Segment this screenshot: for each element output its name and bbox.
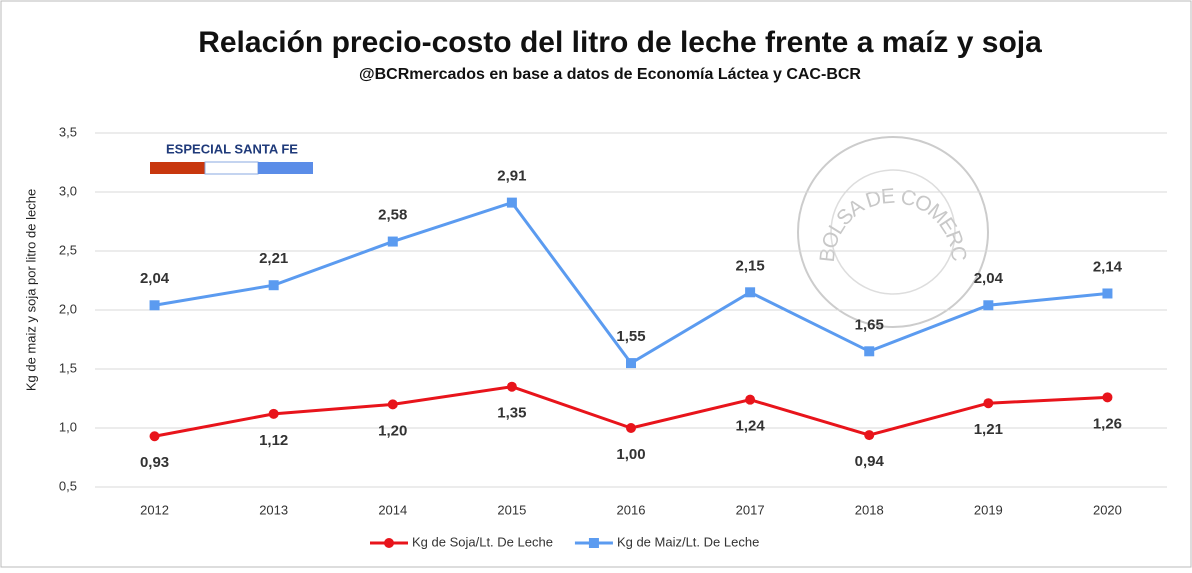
value-label: 1,21 xyxy=(974,421,1003,438)
marker xyxy=(745,287,756,298)
watermark-ring xyxy=(797,136,989,328)
x-tick-label: 2018 xyxy=(855,502,884,517)
value-label: 1,35 xyxy=(497,405,526,422)
marker xyxy=(387,236,398,247)
marker xyxy=(983,398,994,409)
value-label: 1,65 xyxy=(855,316,884,333)
legend-marker xyxy=(384,538,394,548)
legend-label: Kg de Soja/Lt. De Leche xyxy=(412,534,553,549)
marker xyxy=(506,381,517,392)
value-label: 1,00 xyxy=(616,446,645,463)
y-tick-label: 1,5 xyxy=(59,360,77,375)
value-label: 0,93 xyxy=(140,454,169,471)
value-label: 2,15 xyxy=(736,257,765,274)
value-label: 1,12 xyxy=(259,432,288,449)
badge-stripe xyxy=(204,161,259,175)
chart-subtitle: @BCRmercados en base a datos de Economía… xyxy=(359,66,861,83)
marker xyxy=(149,300,160,311)
x-tick-label: 2017 xyxy=(736,502,765,517)
chart-title: Relación precio-costo del litro de leche… xyxy=(198,26,1042,59)
marker xyxy=(626,423,636,433)
y-axis-label: Kg de maiz y soja por litro de leche xyxy=(23,189,38,391)
y-tick-label: 3,5 xyxy=(59,124,77,139)
marker xyxy=(149,431,160,442)
value-label: 2,04 xyxy=(140,270,170,287)
plot: 0,5 1,0 1,5 2,0 2,5 3,0 3,5 2012 2013 2014 2015 201… xyxy=(59,124,1167,549)
marker xyxy=(268,280,279,291)
value-label: 1,24 xyxy=(736,418,766,435)
y-tick-label: 3,0 xyxy=(59,183,77,198)
x-tick-label: 2019 xyxy=(974,502,1003,517)
marker xyxy=(387,399,398,410)
x-tick-label: 2014 xyxy=(378,502,407,517)
marker xyxy=(745,394,756,405)
y-tick-label: 0,5 xyxy=(59,478,77,493)
value-label: 2,21 xyxy=(259,250,288,267)
marker xyxy=(864,430,875,441)
value-label: 2,58 xyxy=(378,207,407,224)
legend-marker xyxy=(588,538,599,548)
marker xyxy=(506,197,517,208)
watermark-ring xyxy=(830,169,956,295)
x-tick-label: 2013 xyxy=(259,502,288,517)
badge-stripe xyxy=(150,162,205,174)
y-tick-label: 2,0 xyxy=(59,301,77,316)
x-tick-label: 2012 xyxy=(140,502,169,517)
value-label: 1,20 xyxy=(378,422,407,439)
value-label: 1,26 xyxy=(1093,415,1122,432)
badge-stripe xyxy=(258,162,313,174)
marker xyxy=(268,408,279,419)
x-tick-label: 2020 xyxy=(1093,502,1122,517)
y-tick-label: 1,0 xyxy=(59,419,77,434)
marker xyxy=(626,358,636,369)
y-tick-label: 2,5 xyxy=(59,242,77,257)
marker xyxy=(1102,392,1113,403)
value-label: 1,55 xyxy=(616,328,645,345)
value-label: 2,04 xyxy=(974,270,1004,287)
value-label: 2,14 xyxy=(1093,258,1123,275)
value-label: 0,94 xyxy=(855,453,885,470)
x-tick-label: 2016 xyxy=(617,502,646,517)
marker xyxy=(864,346,875,357)
x-tick-label: 2015 xyxy=(497,502,526,517)
badge-text: ESPECIAL SANTA FE xyxy=(166,141,298,156)
value-label: 2,91 xyxy=(497,168,526,185)
marker xyxy=(1102,288,1113,299)
legend-label: Kg de Maiz/Lt. De Leche xyxy=(617,534,759,549)
marker xyxy=(983,300,994,311)
